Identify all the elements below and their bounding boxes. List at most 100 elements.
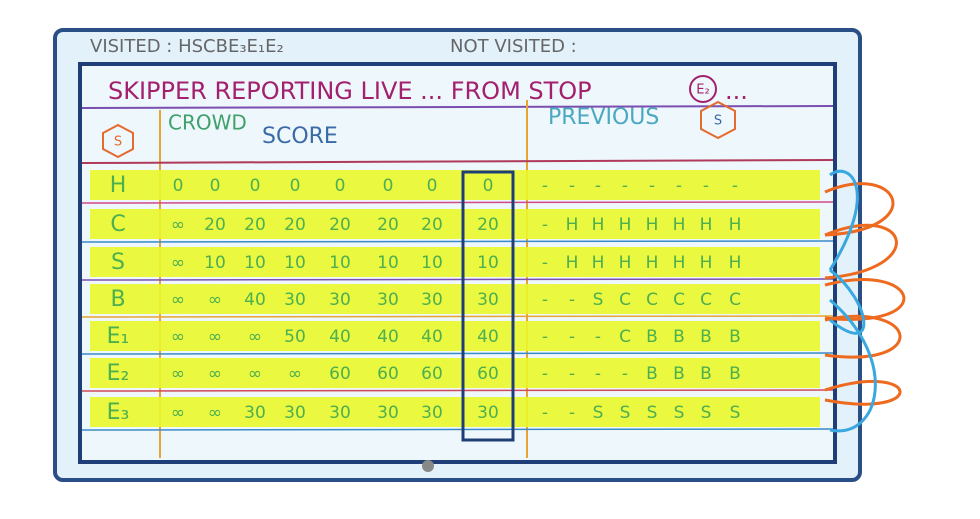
score: 0 (173, 176, 184, 196)
row-rule (81, 428, 834, 431)
stop-circle (689, 75, 717, 103)
home-button (422, 460, 434, 472)
previous: C (646, 290, 658, 310)
score: 40 (377, 327, 399, 347)
row-highlight (90, 397, 820, 427)
row-highlight (90, 247, 820, 277)
score: 10 (477, 253, 499, 273)
row-label: H (110, 173, 127, 198)
previous: - (542, 403, 548, 423)
score: 30 (477, 290, 499, 310)
row-label: E₁ (107, 324, 130, 349)
score: 0 (290, 176, 301, 196)
score: 30 (329, 403, 351, 423)
score: 20 (329, 215, 351, 235)
previous: C (673, 290, 685, 310)
row-label: C (110, 212, 125, 237)
previous: - (542, 327, 548, 347)
previous: - (569, 403, 575, 423)
score: 10 (377, 253, 399, 273)
previous: S (674, 403, 685, 423)
title-end: ... (725, 77, 748, 105)
score: 30 (284, 403, 306, 423)
previous: B (673, 327, 685, 347)
row-rule (81, 389, 834, 392)
previous: B (729, 327, 741, 347)
previous: S (701, 403, 712, 423)
icon-text: S (114, 135, 122, 150)
arrow (824, 380, 902, 406)
previous: - (595, 176, 601, 196)
score: ∞ (171, 364, 185, 384)
arrow (824, 182, 895, 237)
row-highlight (90, 209, 820, 239)
score: ∞ (171, 403, 185, 423)
header-score: SCORE (262, 124, 338, 149)
row-highlight (90, 358, 820, 388)
score: 0 (483, 176, 494, 196)
row-rule (81, 278, 834, 281)
score: 60 (377, 364, 399, 384)
score: 30 (329, 290, 351, 310)
row-label: S (111, 250, 125, 275)
previous: - (542, 364, 548, 384)
previous: - (676, 176, 682, 196)
score: 60 (477, 364, 499, 384)
title: SKIPPER REPORTING LIVE ... FROM STOP (108, 77, 592, 105)
previous: H (673, 215, 686, 235)
previous: S (620, 403, 631, 423)
previous: H (729, 253, 742, 273)
previous: H (619, 253, 632, 273)
score: ∞ (208, 327, 222, 347)
row-rule (81, 315, 834, 318)
previous: C (729, 290, 741, 310)
score: 60 (421, 364, 443, 384)
score: 20 (284, 215, 306, 235)
row-rule (81, 240, 834, 243)
previous: B (700, 364, 712, 384)
previous: H (729, 215, 742, 235)
previous: - (649, 176, 655, 196)
previous: - (569, 327, 575, 347)
previous: S (593, 403, 604, 423)
score: 30 (377, 403, 399, 423)
not-visited-label: NOT VISITED : (450, 36, 577, 57)
previous: H (700, 253, 713, 273)
score: ∞ (171, 253, 185, 273)
current-column-box (461, 170, 515, 442)
score: ∞ (208, 364, 222, 384)
score: 0 (250, 176, 261, 196)
previous: - (595, 364, 601, 384)
arrow (824, 314, 902, 359)
previous: H (619, 215, 632, 235)
previous: H (700, 215, 713, 235)
previous: - (542, 215, 548, 235)
previous: H (646, 215, 659, 235)
score: 50 (284, 327, 306, 347)
previous: - (595, 327, 601, 347)
rows: H 0 0 0 0 0 0 0 0- - - - - - - -C ∞ 20 20 20 20 20 20 20- H H H H H H… (81, 170, 834, 431)
score: 40 (421, 327, 443, 347)
arrow (829, 298, 877, 433)
previous: S (647, 403, 658, 423)
score: 0 (427, 176, 438, 196)
visited-label: VISITED : HSCBE₃E₁E₂ (90, 36, 284, 57)
score: 20 (421, 215, 443, 235)
previous: H (566, 215, 579, 235)
arrows (824, 169, 906, 433)
row-label: E₂ (107, 361, 130, 386)
score: 30 (421, 290, 443, 310)
previous: B (646, 327, 658, 347)
score: ∞ (171, 215, 185, 235)
previous: H (566, 253, 579, 273)
score: 10 (204, 253, 226, 273)
header-previous: PREVIOUS (548, 105, 659, 130)
row-rule (81, 352, 834, 355)
previous: C (619, 290, 631, 310)
score: ∞ (208, 290, 222, 310)
previous: B (646, 364, 658, 384)
score: 10 (284, 253, 306, 273)
score: 0 (383, 176, 394, 196)
row-label: B (110, 287, 125, 312)
